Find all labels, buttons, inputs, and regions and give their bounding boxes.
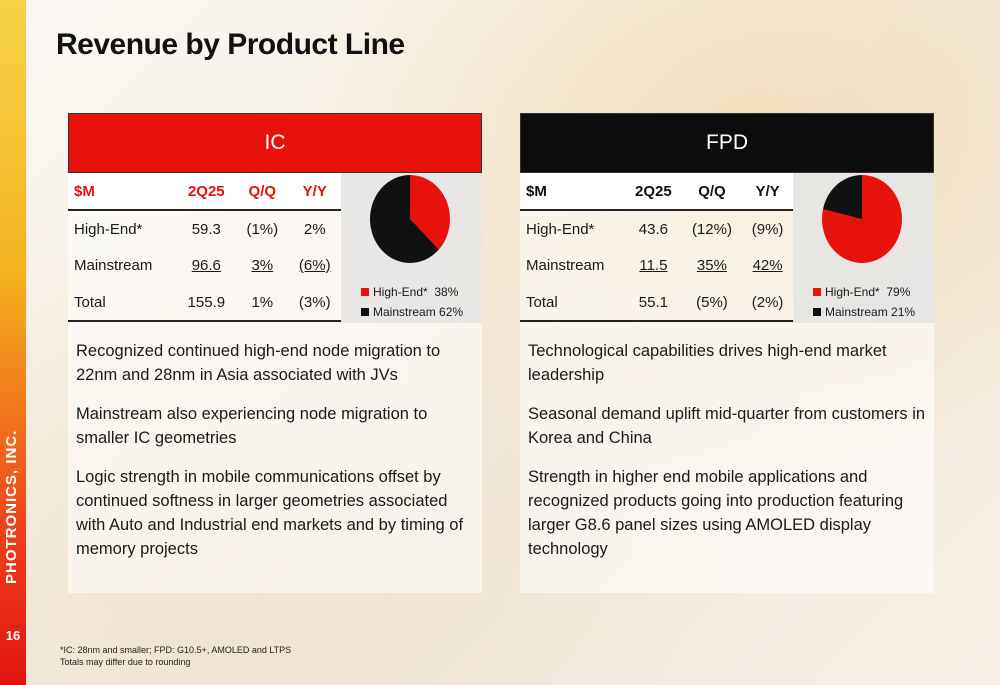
col-header-qq: Q/Q bbox=[681, 173, 743, 211]
row-qq-value: (5%) bbox=[681, 284, 743, 322]
row-yy-value: (9%) bbox=[751, 220, 784, 238]
fpd-pie-chart bbox=[822, 175, 902, 263]
row-quarter-value: 96.6 bbox=[191, 257, 221, 274]
side-accent-bar bbox=[0, 0, 26, 685]
ic-pie-chart bbox=[370, 175, 450, 263]
legend-item-high-end: High-End* 79% bbox=[813, 282, 915, 302]
legend-value: 38% bbox=[434, 285, 459, 299]
ic-commentary: Recognized continued high-end node migra… bbox=[68, 323, 482, 561]
fpd-pie-legend: High-End* 79% Mainstream 21% bbox=[813, 282, 915, 322]
fpd-commentary: Technological capabilities drives high-e… bbox=[520, 323, 934, 561]
col-header-quarter: 2Q25 bbox=[176, 173, 237, 211]
legend-swatch-black bbox=[813, 308, 821, 316]
legend-swatch-red bbox=[361, 288, 369, 296]
table-header-row: $M 2Q25 Q/Q Y/Y bbox=[520, 173, 793, 211]
legend-item-mainstream: Mainstream 62% bbox=[361, 302, 463, 322]
row-label: Total bbox=[68, 284, 177, 322]
page-title: Revenue by Product Line bbox=[56, 28, 405, 61]
fpd-panel-header: FPD bbox=[520, 113, 934, 173]
row-quarter-value: 55.1 bbox=[625, 284, 682, 322]
page-number: 16 bbox=[5, 628, 21, 643]
row-yy-value: 42% bbox=[752, 257, 783, 274]
ic-panel: IC $M 2Q25 Q/Q Y/Y High-End* 59.3 (1%) 2… bbox=[68, 113, 482, 593]
table-row: High-End* 43.6 (12%) (9%) bbox=[520, 210, 793, 247]
ic-pie-area: High-End* 38% Mainstream 62% bbox=[341, 173, 482, 323]
fpd-pie-area: High-End* 79% Mainstream 21% bbox=[793, 173, 934, 323]
legend-swatch-red bbox=[813, 288, 821, 296]
legend-value: 79% bbox=[886, 285, 911, 299]
row-yy-value: 2% bbox=[303, 220, 326, 238]
commentary-item: Technological capabilities drives high-e… bbox=[528, 342, 887, 384]
row-qq-value: 35% bbox=[696, 257, 727, 274]
commentary-item: Seasonal demand uplift mid-quarter from … bbox=[528, 405, 926, 447]
row-qq-value: (1%) bbox=[246, 220, 279, 238]
legend-label: High-End* bbox=[825, 285, 880, 299]
legend-label: Mainstream bbox=[373, 305, 436, 319]
legend-value: 21% bbox=[891, 305, 916, 319]
row-quarter-value: 155.9 bbox=[176, 284, 237, 322]
row-yy-value: (3%) bbox=[288, 284, 341, 322]
legend-label: High-End* bbox=[373, 285, 428, 299]
row-qq-value: 1% bbox=[236, 284, 289, 322]
col-header-yy: Y/Y bbox=[288, 173, 341, 211]
commentary-item: Logic strength in mobile communications … bbox=[76, 468, 464, 558]
commentary-item: Mainstream also experiencing node migrat… bbox=[76, 405, 428, 447]
row-label: High-End* bbox=[526, 220, 595, 238]
legend-item-mainstream: Mainstream 21% bbox=[813, 302, 915, 322]
row-yy-value: (2%) bbox=[742, 284, 793, 322]
table-header-row: $M 2Q25 Q/Q Y/Y bbox=[68, 173, 341, 211]
row-quarter-value: 59.3 bbox=[191, 220, 221, 238]
legend-value: 62% bbox=[439, 305, 464, 319]
row-quarter-value: 11.5 bbox=[639, 257, 668, 274]
legend-swatch-black bbox=[361, 308, 369, 316]
row-label: Mainstream bbox=[526, 257, 605, 274]
fpd-panel: FPD $M 2Q25 Q/Q Y/Y High-End* 43.6 (12%)… bbox=[520, 113, 934, 593]
row-quarter-value: 43.6 bbox=[638, 220, 668, 238]
col-header-yy: Y/Y bbox=[742, 173, 793, 211]
footnote-line: Totals may differ due to rounding bbox=[60, 657, 191, 667]
table-row-total: Total 155.9 1% (3%) bbox=[68, 284, 341, 322]
col-header-qq: Q/Q bbox=[236, 173, 289, 211]
legend-item-high-end: High-End* 38% bbox=[361, 282, 463, 302]
row-label: Total bbox=[520, 284, 626, 322]
table-row-total: Total 55.1 (5%) (2%) bbox=[520, 284, 793, 322]
row-label: Mainstream bbox=[74, 257, 153, 274]
row-qq-value: (12%) bbox=[691, 220, 732, 238]
ic-table-area: $M 2Q25 Q/Q Y/Y High-End* 59.3 (1%) 2% M… bbox=[68, 173, 482, 323]
fpd-table-area: $M 2Q25 Q/Q Y/Y High-End* 43.6 (12%) (9%… bbox=[520, 173, 934, 323]
commentary-item: Strength in higher end mobile applicatio… bbox=[528, 468, 904, 558]
fpd-revenue-table: $M 2Q25 Q/Q Y/Y High-End* 43.6 (12%) (9%… bbox=[520, 173, 793, 322]
commentary-item: Recognized continued high-end node migra… bbox=[76, 342, 441, 384]
table-row: Mainstream 96.6 3% (6%) bbox=[68, 247, 341, 284]
ic-pie-legend: High-End* 38% Mainstream 62% bbox=[361, 282, 463, 322]
col-header-quarter: 2Q25 bbox=[625, 173, 682, 211]
ic-revenue-table: $M 2Q25 Q/Q Y/Y High-End* 59.3 (1%) 2% M… bbox=[68, 173, 341, 322]
footnote-line: *IC: 28nm and smaller; FPD: G10.5+, AMOL… bbox=[60, 645, 292, 655]
legend-label: Mainstream bbox=[825, 305, 888, 319]
row-yy-value: (6%) bbox=[298, 257, 331, 274]
table-row: High-End* 59.3 (1%) 2% bbox=[68, 210, 341, 247]
col-header-unit: $M bbox=[68, 173, 177, 211]
brand-vertical-text: PHOTRONICS, INC. bbox=[3, 429, 20, 584]
footnote: *IC: 28nm and smaller; FPD: G10.5+, AMOL… bbox=[60, 644, 291, 668]
row-qq-value: 3% bbox=[251, 257, 274, 274]
row-label: High-End* bbox=[74, 220, 143, 238]
ic-panel-header: IC bbox=[68, 113, 482, 173]
table-row: Mainstream 11.5 35% 42% bbox=[520, 247, 793, 284]
col-header-unit: $M bbox=[520, 173, 626, 211]
